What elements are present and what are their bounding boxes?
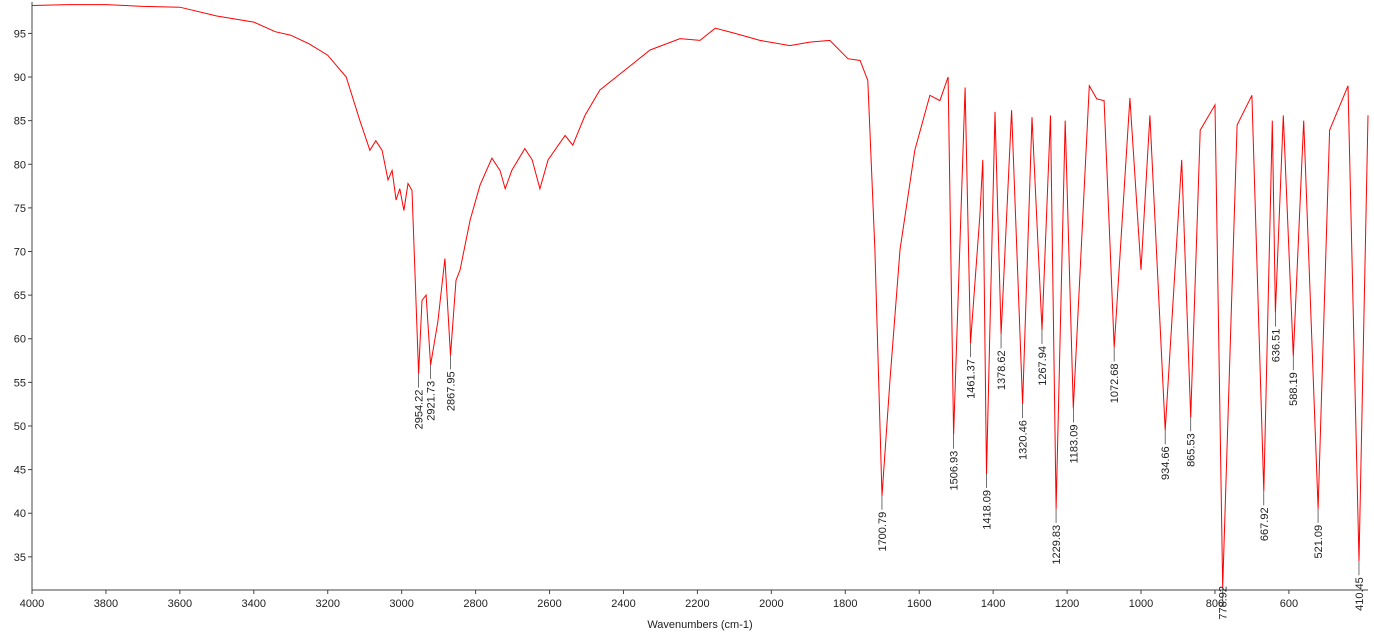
x-tick-label: 1200 (1055, 598, 1079, 610)
x-tick-label: 3000 (389, 598, 413, 610)
x-tick-label: 2600 (537, 598, 561, 610)
x-tick-label: 2200 (685, 598, 709, 610)
spectrum-line (31, 4, 1369, 588)
x-tick-label: 1000 (1129, 598, 1153, 610)
peak-label: 1267.94 (1037, 346, 1049, 386)
x-tick-label: 1800 (833, 598, 857, 610)
x-tick-label: 2800 (463, 598, 487, 610)
x-tick-label: 3200 (315, 598, 339, 610)
x-tick-label: 3600 (168, 598, 192, 610)
x-tick-label: 4000 (20, 598, 44, 610)
y-tick-label: 95 (14, 28, 26, 40)
peak-label: 778.92 (1218, 586, 1230, 620)
x-tick-label: 3800 (94, 598, 118, 610)
y-tick-label: 55 (14, 377, 26, 389)
peak-label: 934.66 (1160, 446, 1172, 480)
y-tick-label: 35 (14, 552, 26, 564)
peak-label: 636.51 (1270, 329, 1282, 363)
peak-label: 1072.68 (1109, 363, 1121, 403)
y-tick-label: 60 (14, 334, 26, 346)
x-tick-label: 800 (1206, 598, 1224, 610)
x-tick-label: 600 (1280, 598, 1298, 610)
peak-label: 667.92 (1259, 507, 1271, 541)
peak-label: 588.19 (1288, 372, 1300, 406)
y-tick-label: 75 (14, 203, 26, 215)
peak-label: 2921.73 (426, 381, 438, 421)
peak-label: 1418.09 (981, 490, 993, 530)
y-tick-label: 65 (14, 290, 26, 302)
peak-label: 1506.93 (949, 451, 961, 491)
y-tick-label: 70 (14, 247, 26, 259)
x-tick-label: 2000 (759, 598, 783, 610)
peak-label: 1700.79 (877, 512, 889, 552)
y-tick-label: 50 (14, 421, 26, 433)
peak-label: 521.09 (1313, 525, 1325, 559)
peak-label: 1320.46 (1018, 420, 1030, 460)
peak-label: 865.53 (1186, 433, 1198, 467)
y-tick-label: 90 (14, 72, 26, 84)
x-tick-label: 3400 (242, 598, 266, 610)
peak-label: 1183.09 (1068, 425, 1080, 464)
y-tick-label: 80 (14, 159, 26, 171)
peak-label: 2954.22 (414, 390, 426, 430)
peak-label: 410.45 (1354, 577, 1366, 611)
peak-label: 1378.62 (996, 350, 1008, 390)
x-tick-label: 1600 (907, 598, 931, 610)
peak-label: 2867.95 (445, 371, 457, 411)
y-tick-label: 40 (14, 508, 26, 520)
y-tick-label: 85 (14, 116, 26, 128)
y-tick-label: 45 (14, 465, 26, 477)
x-axis-label: Wavenumbers (cm-1) (647, 619, 752, 631)
x-tick-label: 2400 (611, 598, 635, 610)
peak-label: 1461.37 (965, 359, 977, 399)
x-tick-label: 1400 (981, 598, 1005, 610)
peak-label: 1229.83 (1051, 525, 1063, 565)
